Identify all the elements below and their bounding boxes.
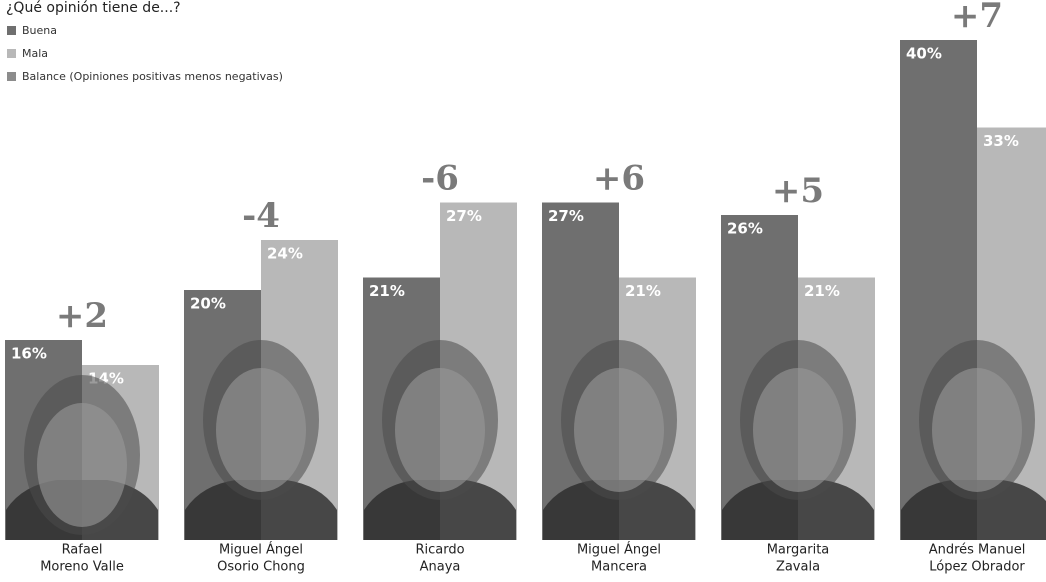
value-label: 20% xyxy=(190,295,226,313)
portrait xyxy=(574,368,664,492)
portrait xyxy=(753,368,843,492)
balance-label: +5 xyxy=(772,171,824,211)
portrait xyxy=(932,368,1022,492)
value-label: 16% xyxy=(11,345,47,363)
balance-label: -4 xyxy=(242,196,280,236)
balance-label: +2 xyxy=(56,296,108,336)
x-tick-label: Mancera xyxy=(591,560,647,575)
legend-swatch xyxy=(7,49,16,58)
portrait xyxy=(185,480,337,540)
x-tick-label: Rafael xyxy=(62,543,103,558)
portrait xyxy=(216,368,306,492)
x-tick-label: Anaya xyxy=(420,560,461,575)
x-tick-label: Ricardo xyxy=(415,543,464,558)
x-tick-label: Miguel Ángel xyxy=(577,542,661,558)
portrait xyxy=(37,403,127,527)
x-tick-label: López Obrador xyxy=(929,560,1025,575)
legend-label: Balance (Opiniones positivas menos negat… xyxy=(22,70,283,83)
value-label: 27% xyxy=(446,207,482,225)
value-label: 21% xyxy=(625,282,661,300)
x-tick-label: Zavala xyxy=(776,560,820,575)
legend-label: Mala xyxy=(22,47,48,60)
portrait xyxy=(543,480,695,540)
value-label: 40% xyxy=(906,45,942,63)
portrait xyxy=(901,480,1046,540)
value-label: 27% xyxy=(548,207,584,225)
chart-title: ¿Qué opinión tiene de...? xyxy=(6,0,181,16)
x-tick-label: Moreno Valle xyxy=(40,560,124,575)
x-tick-label: Osorio Chong xyxy=(217,560,305,575)
portrait xyxy=(722,480,874,540)
x-tick-label: Margarita xyxy=(767,543,830,558)
legend-label: Buena xyxy=(22,24,57,37)
value-label: 26% xyxy=(727,220,763,238)
x-tick-label: Andrés Manuel xyxy=(929,543,1026,558)
portrait xyxy=(364,480,516,540)
balance-label: -6 xyxy=(421,159,459,199)
x-tick-label: Miguel Ángel xyxy=(219,542,303,558)
value-label: 21% xyxy=(804,282,840,300)
value-label: 24% xyxy=(267,245,303,263)
value-label: 21% xyxy=(369,282,405,300)
value-label: 33% xyxy=(983,132,1019,150)
legend-swatch xyxy=(7,26,16,35)
portrait xyxy=(395,368,485,492)
balance-label: +7 xyxy=(951,0,1003,36)
legend-swatch xyxy=(7,72,16,81)
balance-label: +6 xyxy=(593,159,645,199)
